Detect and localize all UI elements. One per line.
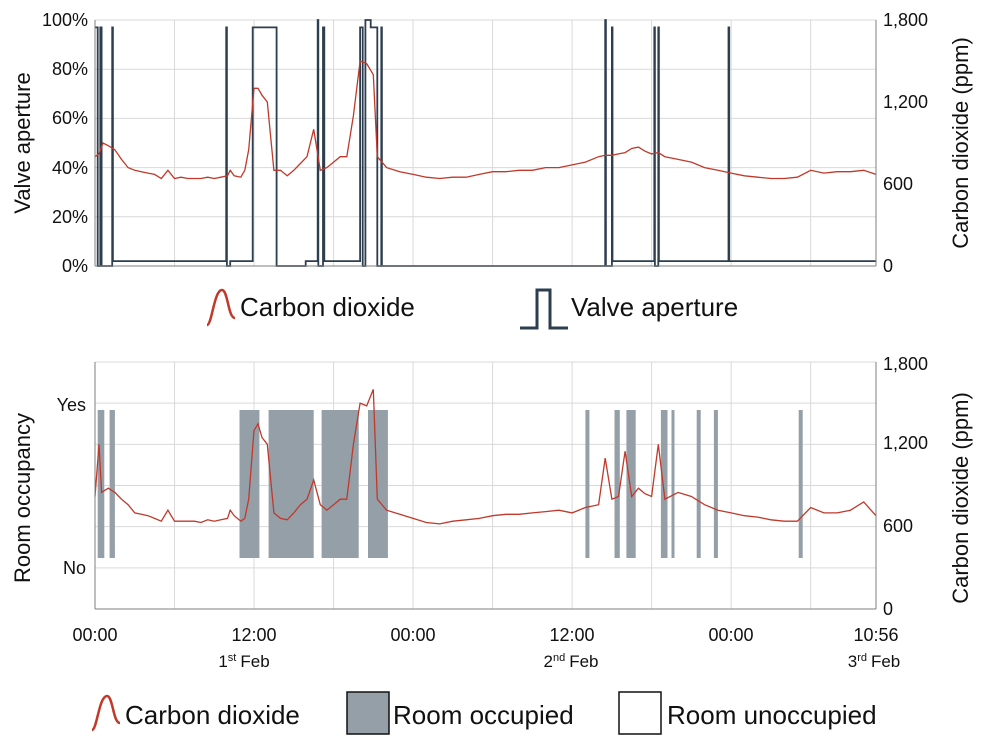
room-occupied-bar: [109, 410, 115, 558]
valve-aperture-series: [95, 19, 876, 267]
top-left-axis-label: Valve aperture: [10, 72, 35, 213]
occupancy-tick-yes: Yes: [57, 395, 86, 415]
top-left-tick: 20%: [52, 207, 88, 227]
top-left-ticks: 0% 20% 40% 60% 80% 100%: [42, 10, 88, 276]
top-legend: Carbon dioxide Valve aperture: [205, 288, 738, 330]
room-occupied-bar: [696, 410, 701, 558]
bottom-carbon-dioxide-series: [94, 389, 877, 525]
bottom-right-tick: 1,800: [883, 354, 928, 374]
valve-aperture-legend-icon: [520, 288, 568, 330]
top-right-tick: 0: [883, 256, 893, 276]
bottom-right-axis-label: Carbon dioxide (ppm): [948, 392, 973, 604]
room-occupied-bar: [671, 410, 675, 558]
legend-label: Room occupied: [393, 700, 574, 730]
top-right-tick: 1,200: [883, 92, 928, 112]
occupancy-tick-no: No: [63, 558, 86, 578]
top-left-tick: 0%: [62, 256, 88, 276]
top-right-tick: 1,800: [883, 10, 928, 30]
top-left-tick: 100%: [42, 10, 88, 30]
legend-label: Valve aperture: [571, 292, 738, 322]
room-occupied-bar: [585, 410, 590, 558]
bottom-chart-gridlines: [94, 361, 877, 610]
valve-aperture-line: [95, 19, 876, 267]
carbon-dioxide-line: [94, 389, 877, 525]
top-left-tick: 60%: [52, 108, 88, 128]
room-unoccupied-legend-icon: [618, 691, 662, 735]
room-occupied-bars: [97, 410, 803, 558]
bottom-left-ticks: No Yes: [57, 395, 86, 578]
bottom-left-axis-label: Room occupancy: [10, 413, 35, 583]
room-occupied-legend-icon: [346, 691, 390, 735]
x-tick: 10:56: [853, 625, 898, 645]
bottom-right-tick: 1,200: [883, 433, 928, 453]
room-occupied-bar: [626, 410, 636, 558]
bottom-right-ticks: 0 600 1,200 1,800: [883, 354, 928, 619]
room-occupied-bar: [614, 410, 620, 558]
carbon-dioxide-legend-icon: [205, 288, 236, 327]
carbon-dioxide-line: [94, 60, 877, 180]
legend-label: Carbon dioxide: [125, 700, 300, 730]
bottom-legend: Carbon dioxide Room occupied Room unoccu…: [90, 691, 877, 735]
top-right-axis-label: Carbon dioxide (ppm): [948, 37, 973, 249]
date-label: 2nd Feb: [543, 652, 598, 671]
date-label: 1st Feb: [218, 652, 269, 671]
room-occupied-bar: [321, 410, 359, 558]
top-right-ticks: 0 600 1,200 1,800: [883, 10, 928, 276]
legend-label: Room unoccupied: [667, 700, 877, 730]
top-chart-gridlines: [94, 19, 877, 267]
top-left-tick: 40%: [52, 158, 88, 178]
room-occupied-bar: [798, 410, 803, 558]
x-tick: 00:00: [72, 625, 117, 645]
legend-label: Carbon dioxide: [240, 292, 415, 322]
x-axis-ticks: 00:00 12:00 00:00 12:00 00:00 10:56: [72, 625, 898, 645]
date-labels: 1st Feb 2nd Feb 3rd Feb: [218, 652, 900, 671]
x-tick: 12:00: [231, 625, 276, 645]
top-left-tick: 80%: [52, 59, 88, 79]
top-carbon-dioxide-series: [94, 60, 877, 180]
room-occupied-bar: [660, 410, 668, 558]
x-tick: 00:00: [390, 625, 435, 645]
x-tick: 12:00: [549, 625, 594, 645]
bottom-right-tick: 600: [883, 516, 913, 536]
top-right-tick: 600: [883, 174, 913, 194]
top-chart: 0% 20% 40% 60% 80% 100% 0 600 1,200 1,80…: [10, 10, 973, 330]
x-tick: 00:00: [708, 625, 753, 645]
room-occupied-bar: [368, 410, 388, 558]
room-occupied-bar: [268, 410, 314, 558]
date-label: 3rd Feb: [848, 652, 901, 671]
room-occupied-bar: [713, 410, 718, 558]
bottom-right-tick: 0: [883, 599, 893, 619]
carbon-dioxide-legend-icon: [90, 694, 121, 732]
bottom-chart: No Yes 0 600 1,200 1,800 Room occupancy …: [10, 354, 973, 735]
